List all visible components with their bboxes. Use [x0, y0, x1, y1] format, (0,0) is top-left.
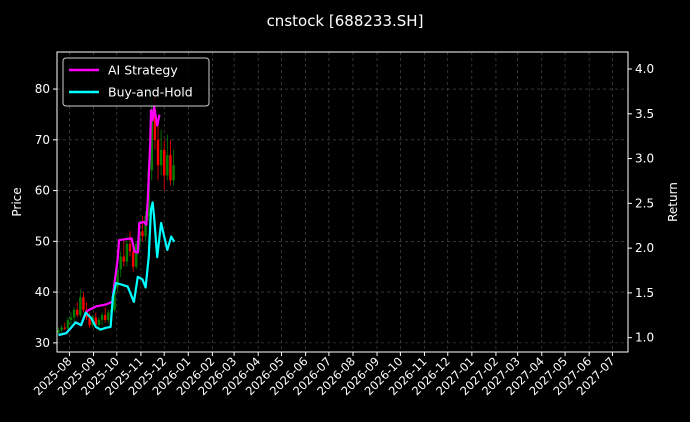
y-tick-label: 70	[35, 133, 50, 147]
line-buy-and-hold	[58, 201, 176, 337]
candle-body	[144, 215, 147, 237]
candle-body	[103, 314, 107, 321]
candle-body	[107, 312, 110, 321]
candle-body	[57, 330, 60, 333]
candle-body	[166, 155, 169, 176]
candle-body	[97, 320, 101, 326]
y2-tick-label: 2.5	[635, 196, 654, 210]
candle-body	[128, 243, 132, 252]
y-tick-label: 60	[35, 184, 50, 198]
candle-body	[88, 317, 91, 326]
candle-body	[113, 287, 116, 310]
candle-body	[60, 327, 63, 331]
candle-body	[153, 109, 157, 140]
y2-tick-label: 4.0	[635, 62, 654, 76]
y2-tick-label: 1.5	[635, 286, 654, 300]
legend-label-buyhold: Buy-and-Hold	[108, 85, 193, 100]
y-tick-label: 50	[35, 234, 50, 248]
candle-body	[172, 165, 175, 181]
candle-body	[82, 297, 85, 310]
grid	[57, 52, 628, 352]
candle-body	[94, 317, 98, 326]
y-tick-label: 40	[35, 285, 50, 299]
y-tick-label: 30	[35, 336, 50, 350]
legend-box	[62, 57, 210, 107]
axes: 2025-082025-092025-102025-112025-122026-…	[31, 62, 654, 398]
candle-body	[66, 320, 70, 329]
y2-tick-label: 3.5	[635, 107, 654, 121]
candle-body	[159, 149, 163, 166]
candle-body	[119, 256, 122, 270]
plot-frame	[56, 51, 629, 353]
y2-tick-label: 1.0	[635, 331, 654, 345]
candle-body	[63, 327, 66, 329]
y-axis-label: Price	[10, 187, 24, 216]
candle-body	[135, 243, 138, 267]
legend-label-strategy: AI Strategy	[108, 63, 178, 78]
series-lines	[58, 105, 176, 337]
candle-body	[131, 251, 135, 267]
candle-body	[163, 149, 166, 176]
y2-axis-label: Return	[666, 182, 680, 222]
candle-body	[169, 155, 172, 181]
y-tick-label: 80	[35, 82, 50, 96]
y2-tick-label: 3.0	[635, 152, 654, 166]
candle-body	[69, 317, 73, 321]
candle-body	[156, 139, 160, 166]
candle-body	[75, 309, 79, 315]
candle-body	[100, 314, 104, 321]
legend: AI Strategy Buy-and-Hold	[62, 57, 210, 107]
candle-body	[141, 231, 144, 237]
candle-body	[125, 243, 129, 262]
candlesticks	[57, 89, 175, 336]
candle-body	[150, 109, 153, 171]
candle-body	[72, 309, 76, 318]
y2-tick-label: 2.0	[635, 241, 654, 255]
chart-title: cnstock [688233.SH]	[267, 12, 424, 30]
candle-body	[122, 256, 126, 262]
candle-body	[79, 297, 82, 315]
candle-body	[116, 269, 119, 288]
